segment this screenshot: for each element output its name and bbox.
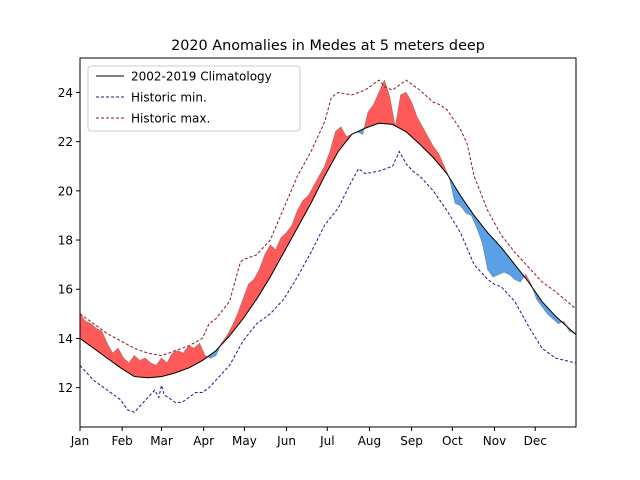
x-tick-label: Jun: [276, 434, 296, 448]
x-axis: Jan Feb Mar Apr May Jun Jul Aug Sep Oct Nov Dec: [70, 427, 547, 448]
x-tick-label: Aug: [358, 434, 381, 448]
x-tick-label: Oct: [442, 434, 463, 448]
y-tick-label: 16: [58, 283, 73, 297]
x-tick-label: May: [232, 434, 257, 448]
x-tick-label: Sep: [400, 434, 423, 448]
y-tick-label: 12: [58, 381, 73, 395]
y-tick-label: 18: [58, 234, 73, 248]
x-tick-label: Feb: [112, 434, 133, 448]
legend-label-climatology: 2002-2019 Climatology: [131, 70, 272, 84]
x-tick-label: Mar: [150, 434, 173, 448]
series-lines: [79, 79, 577, 413]
legend: 2002-2019 Climatology Historic min. Hist…: [87, 65, 301, 132]
chart-title: 2020 Anomalies in Medes at 5 meters deep: [171, 38, 485, 54]
y-tick-label: 24: [58, 86, 73, 100]
legend-label-historic-min: Historic min.: [131, 91, 207, 105]
x-tick-label: Nov: [483, 434, 506, 448]
y-tick-label: 14: [58, 332, 73, 346]
y-axis: 12 14 16 18 20 22 24: [58, 86, 80, 395]
y-tick-label: 22: [58, 135, 73, 149]
y-tick-label: 20: [58, 184, 73, 198]
x-tick-label: Jul: [319, 434, 334, 448]
plot-frame: [79, 57, 577, 428]
x-tick-label: Dec: [524, 434, 547, 448]
series-line-historic-max: [79, 79, 577, 357]
series-line-historic-min: [79, 150, 577, 413]
series-line-2020: [79, 79, 577, 366]
x-tick-label: Jan: [70, 434, 90, 448]
x-tick-label: Apr: [193, 434, 214, 448]
legend-label-historic-max: Historic max.: [131, 112, 210, 126]
legend-box: [87, 65, 301, 132]
series-line-climatology: [79, 122, 577, 379]
